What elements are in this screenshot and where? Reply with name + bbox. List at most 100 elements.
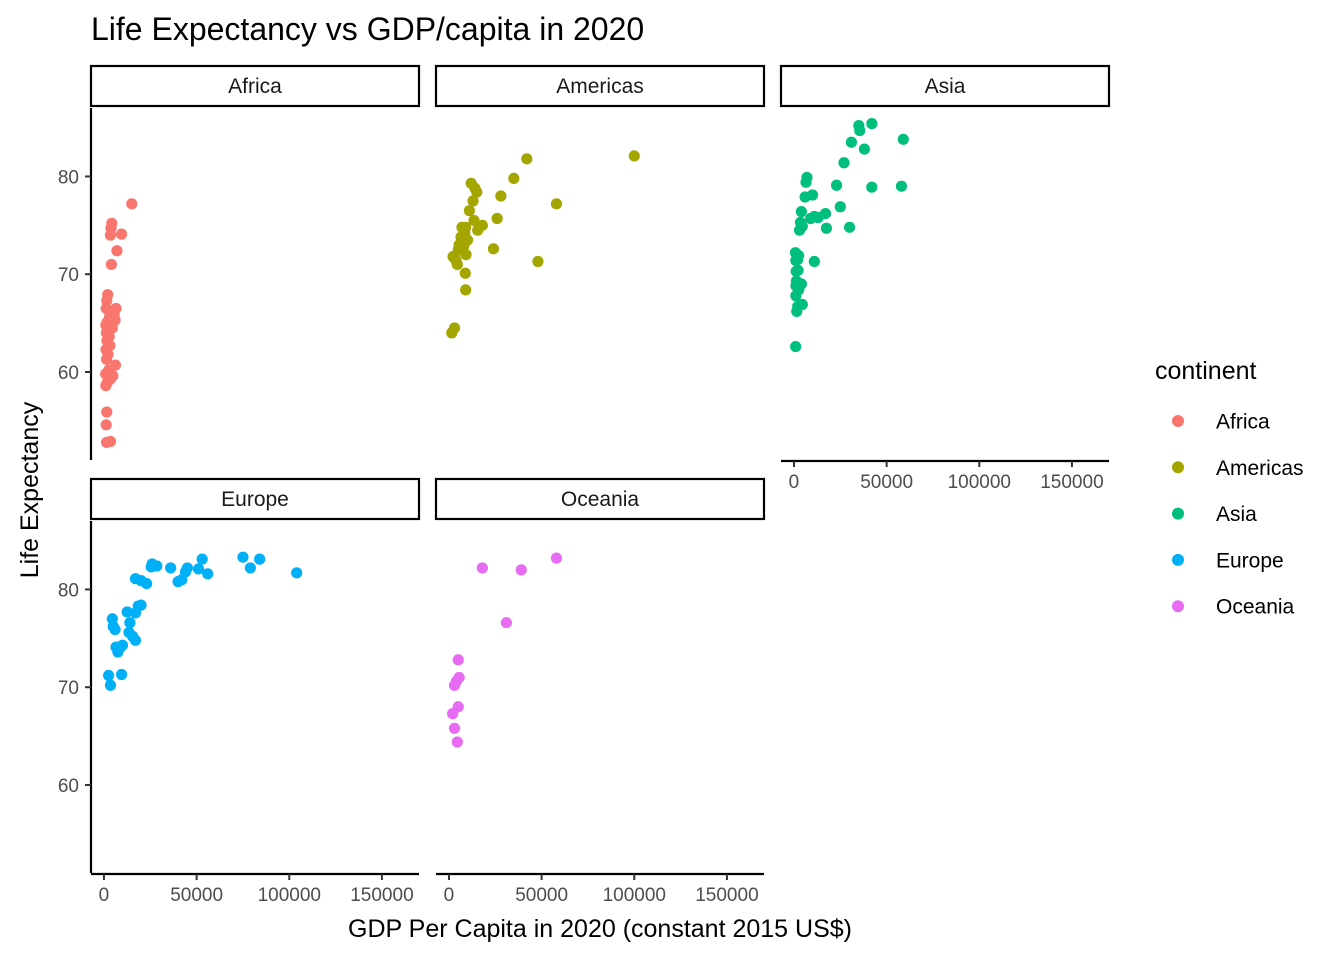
data-point-asia bbox=[790, 340, 802, 353]
data-point-asia bbox=[838, 157, 850, 169]
data-point-africa bbox=[126, 198, 138, 210]
data-point-americas bbox=[471, 186, 483, 198]
data-point-europe bbox=[124, 617, 136, 629]
strip-label-europe: Europe bbox=[221, 488, 289, 511]
data-point-oceania bbox=[448, 722, 461, 734]
panel-asia: Asia 0 50000 100000 150000 bbox=[779, 64, 1111, 493]
x-tick-label: 0 bbox=[444, 885, 455, 906]
data-point-oceania bbox=[515, 564, 527, 576]
data-point-asia bbox=[854, 124, 866, 137]
data-point-europe bbox=[237, 551, 249, 563]
data-point-africa bbox=[100, 353, 113, 365]
data-point-europe bbox=[140, 577, 153, 590]
legend-key-asia bbox=[1172, 507, 1184, 520]
data-point-asia bbox=[793, 224, 806, 236]
legend-key-americas bbox=[1172, 461, 1184, 474]
data-point-asia bbox=[792, 253, 804, 266]
x-tick-label: 100000 bbox=[258, 885, 321, 906]
strip-europe bbox=[89, 477, 421, 521]
data-point-oceania bbox=[476, 562, 488, 574]
data-point-asia bbox=[834, 201, 846, 213]
data-point-oceania bbox=[500, 617, 513, 629]
data-point-americas bbox=[491, 212, 503, 225]
strip-label-americas: Americas bbox=[556, 75, 644, 98]
data-point-europe bbox=[202, 568, 214, 580]
data-point-asia bbox=[858, 143, 870, 155]
data-point-asia bbox=[791, 305, 803, 317]
data-point-africa bbox=[104, 229, 117, 241]
data-point-africa bbox=[105, 258, 117, 271]
data-point-europe bbox=[172, 576, 184, 588]
chart-title: Life Expectancy vs GDP/capita in 2020 bbox=[91, 11, 644, 47]
y-tick-label: 60 bbox=[58, 776, 79, 797]
legend-label-asia: Asia bbox=[1216, 503, 1257, 526]
x-tick-label: 150000 bbox=[695, 885, 758, 906]
legend-label-europe: Europe bbox=[1216, 549, 1284, 572]
data-point-europe bbox=[103, 669, 115, 682]
strip-oceania bbox=[434, 477, 766, 521]
data-point-asia bbox=[866, 181, 878, 193]
data-point-americas bbox=[495, 190, 507, 202]
legend-label-oceania: Oceania bbox=[1216, 596, 1295, 619]
data-point-africa bbox=[115, 228, 128, 240]
panel-africa: Africa 60 70 80 bbox=[58, 64, 421, 460]
data-point-europe bbox=[254, 553, 266, 565]
data-point-europe bbox=[121, 606, 133, 618]
data-point-americas bbox=[472, 224, 484, 236]
data-point-asia bbox=[812, 211, 824, 224]
y-tick-label: 80 bbox=[58, 167, 79, 188]
data-point-africa bbox=[111, 245, 123, 257]
data-point-asia bbox=[799, 191, 811, 203]
data-point-asia bbox=[795, 206, 807, 218]
x-tick-label: 50000 bbox=[170, 885, 223, 906]
data-point-europe bbox=[192, 563, 205, 575]
x-axis-title: GDP Per Capita in 2020 (constant 2015 US… bbox=[348, 915, 852, 943]
data-point-africa bbox=[100, 436, 113, 448]
data-point-americas bbox=[463, 205, 475, 217]
data-point-oceania bbox=[447, 708, 459, 720]
data-point-americas bbox=[468, 214, 480, 227]
x-tick-label: 150000 bbox=[350, 885, 413, 906]
data-point-americas bbox=[446, 327, 458, 339]
data-point-europe bbox=[165, 562, 177, 574]
data-point-africa bbox=[100, 380, 112, 392]
data-point-asia bbox=[866, 118, 878, 130]
data-point-oceania bbox=[448, 679, 461, 691]
x-tick-label: 0 bbox=[789, 472, 800, 493]
data-point-asia bbox=[897, 133, 909, 145]
data-point-europe bbox=[115, 668, 128, 681]
data-point-americas bbox=[460, 249, 472, 261]
data-point-asia bbox=[792, 264, 804, 276]
x-tick-label: 50000 bbox=[515, 885, 568, 906]
x-tick-label: 0 bbox=[99, 885, 110, 906]
panel-americas: Americas bbox=[434, 64, 766, 339]
legend: continent Africa Americas Asia Europe Oceani… bbox=[1155, 357, 1304, 619]
legend-key-oceania bbox=[1172, 600, 1184, 613]
data-point-europe bbox=[112, 646, 124, 658]
data-point-americas bbox=[487, 243, 500, 255]
legend-key-europe bbox=[1172, 553, 1184, 566]
data-point-americas bbox=[460, 284, 472, 296]
data-point-americas bbox=[451, 258, 463, 271]
legend-title: continent bbox=[1155, 357, 1257, 385]
x-tick-label: 100000 bbox=[603, 885, 666, 906]
strip-label-oceania: Oceania bbox=[561, 488, 640, 511]
y-tick-label: 70 bbox=[58, 678, 79, 699]
data-point-europe bbox=[244, 562, 256, 574]
strip-africa bbox=[89, 64, 421, 108]
panel-oceania: Oceania 0 50000 100000 150000 bbox=[434, 477, 766, 906]
data-point-americas bbox=[459, 267, 471, 279]
data-point-oceania bbox=[550, 552, 563, 564]
data-point-europe bbox=[129, 634, 142, 646]
y-axis-title: Life Expectancy bbox=[16, 401, 44, 578]
facet-panels: Africa 60 70 80 Americas Asia 0 50000 100000 1500… bbox=[58, 64, 1111, 906]
legend-key-africa bbox=[1172, 415, 1184, 427]
legend-label-americas: Americas bbox=[1216, 457, 1304, 480]
data-point-americas bbox=[532, 255, 544, 268]
data-point-americas bbox=[550, 198, 563, 210]
data-point-asia bbox=[790, 290, 802, 302]
y-tick-label: 60 bbox=[58, 363, 79, 384]
x-tick-label: 150000 bbox=[1040, 472, 1103, 493]
data-point-europe bbox=[109, 623, 121, 636]
